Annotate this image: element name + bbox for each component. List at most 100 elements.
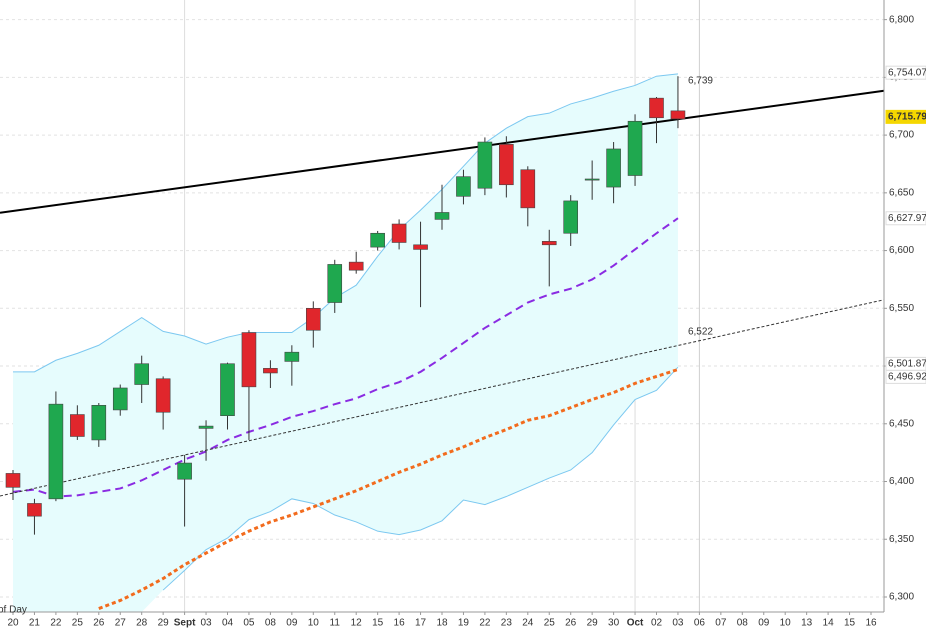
x-tick-label: 09 [286, 618, 298, 629]
x-tick-label: 23 [501, 618, 513, 629]
x-tick-label: 14 [823, 618, 835, 629]
candle-body [499, 144, 514, 186]
x-tick-label: 16 [394, 618, 406, 629]
x-tick-label: 07 [715, 618, 727, 629]
x-tick-label: 27 [115, 618, 127, 629]
candle-body [5, 473, 21, 488]
overlay-line [13, 73, 679, 373]
x-tick-label: 24 [522, 618, 534, 629]
candle-body [563, 200, 579, 234]
x-tick-label: 10 [308, 618, 320, 629]
y-tick-label: 6,300 [889, 592, 914, 603]
candle-body [391, 223, 407, 243]
x-tick-label: 18 [436, 618, 448, 629]
candle-body [327, 264, 343, 303]
candle-body [305, 308, 321, 331]
price-label: 6,754.07 [888, 67, 926, 78]
trendline [0, 89, 885, 214]
candle-body [198, 425, 214, 429]
x-tick-label: 25 [544, 618, 556, 629]
y-tick-label: 6,800 [889, 14, 914, 25]
x-tick-label: 29 [158, 618, 170, 629]
x-tick-label: 19 [458, 618, 470, 629]
x-tick-label: 11 [330, 618, 341, 629]
candle-body [284, 351, 300, 362]
y-tick-label: 6,600 [889, 245, 914, 256]
x-tick-label: 17 [415, 618, 427, 629]
overlay-line [162, 366, 679, 591]
x-tick-label: 30 [608, 618, 620, 629]
x-tick-label: 05 [243, 618, 255, 629]
x-tick-label: Sept [174, 618, 196, 629]
x-tick-label: 21 [29, 618, 41, 629]
candle-body [112, 387, 128, 411]
candle-body [434, 212, 450, 220]
candle-body [220, 363, 235, 416]
y-tick-label: 6,650 [889, 187, 914, 198]
x-tick-label: 26 [93, 618, 105, 629]
x-tick-label: 28 [136, 618, 148, 629]
x-tick-label: 12 [351, 618, 363, 629]
y-tick-label: 6,550 [889, 303, 914, 314]
annotation: 6,522 [688, 326, 713, 337]
x-tick-label: 09 [758, 618, 770, 629]
x-tick-label: 08 [265, 618, 277, 629]
candle-body [456, 176, 471, 197]
candle-body [91, 405, 107, 441]
x-tick-label: 08 [737, 618, 749, 629]
candle-body [477, 141, 493, 189]
candle-body [606, 148, 621, 188]
x-tick-label: 03 [672, 618, 684, 629]
candle-body [48, 403, 64, 500]
x-tick-label: 13 [801, 618, 813, 629]
overlay-line [98, 368, 679, 610]
candle-body [520, 169, 536, 209]
x-tick-label: 04 [222, 618, 234, 629]
x-tick-label: 06 [694, 618, 706, 629]
x-tick-label: 10 [780, 618, 792, 629]
annotation: 6,739 [688, 76, 713, 87]
x-tick-label: 03 [200, 618, 212, 629]
price-label-bg [885, 109, 926, 124]
price-label-bg [885, 65, 926, 80]
y-tick-label: 6,400 [889, 476, 914, 487]
x-tick-label: 22 [479, 618, 491, 629]
candle-body [413, 244, 428, 250]
candle-body [649, 97, 664, 119]
x-tick-label: 02 [651, 618, 663, 629]
trendline [0, 299, 885, 497]
x-tick-label: 20 [7, 618, 19, 629]
candle-body [241, 332, 257, 388]
candle-body [263, 368, 278, 374]
candle-body [541, 241, 557, 246]
candle-body [134, 363, 149, 385]
candle-body [584, 178, 600, 181]
y-tick-label: 6,700 [889, 130, 914, 141]
y-tick-label: 6,450 [889, 418, 914, 429]
x-tick-label: 22 [50, 618, 62, 629]
x-tick-label: 15 [372, 618, 384, 629]
x-tick-label: 15 [844, 618, 856, 629]
legend-text: of Day [0, 605, 27, 616]
candle-body [348, 261, 364, 271]
price-label: 6,501.87 [888, 359, 926, 370]
candle-body [177, 462, 192, 480]
price-label-bg [885, 211, 926, 226]
candle-body [27, 503, 42, 517]
price-label: 6,715.79 [888, 112, 926, 123]
price-label: 6,496.92 [888, 372, 926, 383]
x-tick-label: 26 [565, 618, 577, 629]
x-tick-label: 25 [72, 618, 84, 629]
price-label-bg [885, 369, 926, 384]
price-label: 6,627.97 [888, 213, 926, 224]
candle-body [155, 378, 171, 413]
candle-body [670, 110, 686, 120]
x-tick-label: 29 [587, 618, 599, 629]
candle-body [70, 414, 85, 437]
x-tick-label: 16 [865, 618, 877, 629]
y-tick-label: 6,350 [889, 534, 914, 545]
overlay-line [12, 217, 679, 498]
candle-body [370, 232, 385, 248]
candle-body [627, 120, 643, 176]
